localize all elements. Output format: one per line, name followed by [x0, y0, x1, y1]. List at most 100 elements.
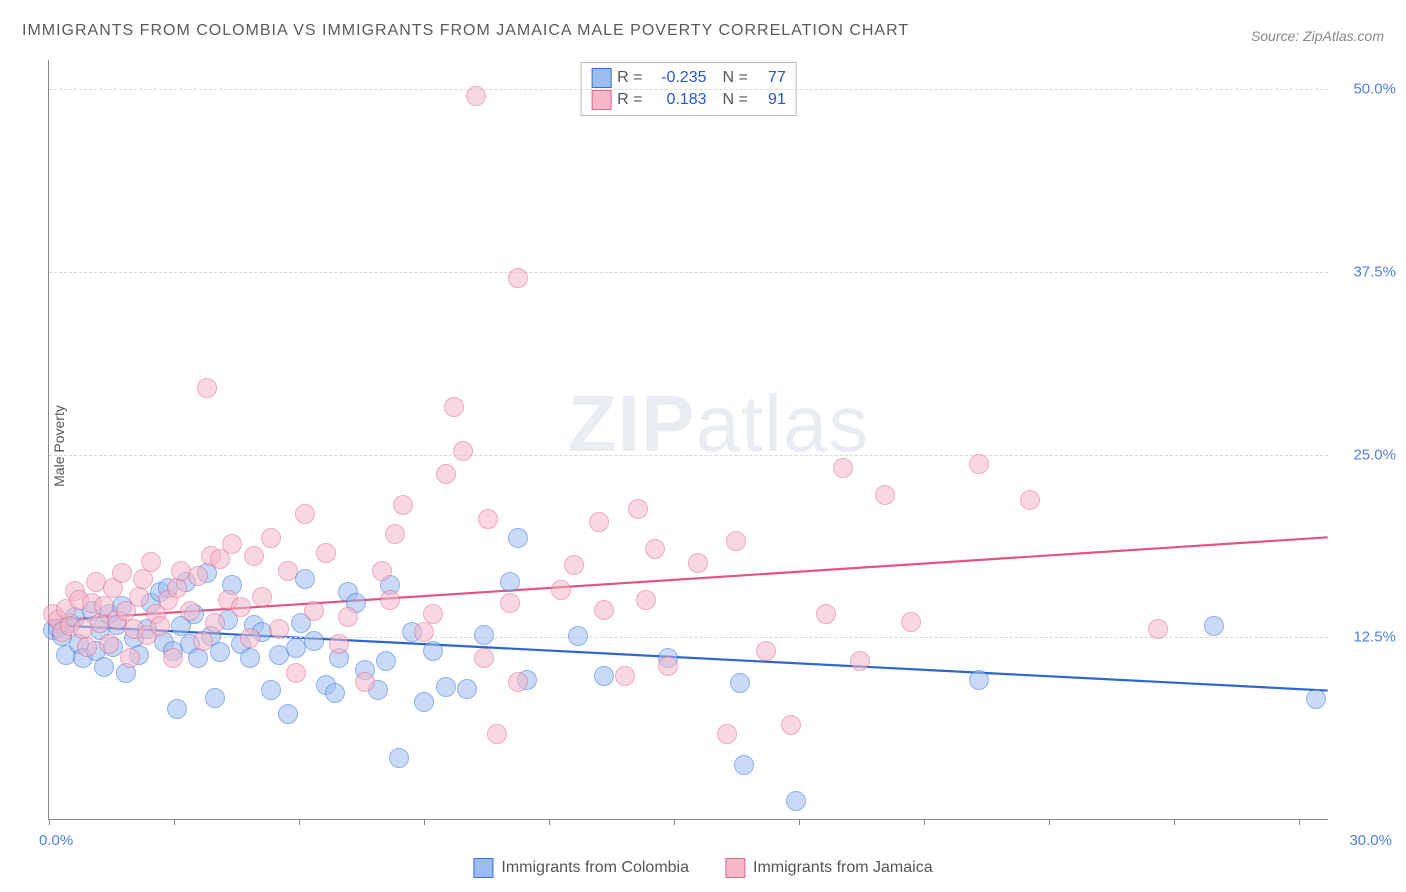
x-tick-mark [1049, 819, 1050, 825]
data-point [188, 566, 208, 586]
data-point [1306, 689, 1326, 709]
data-point [94, 657, 114, 677]
plot-area: ZIPatlas R =-0.235N =77R =0.183N =91 0.0… [48, 60, 1328, 820]
data-point [474, 625, 494, 645]
data-point [658, 656, 678, 676]
data-point [726, 531, 746, 551]
data-point [717, 724, 737, 744]
data-point [568, 626, 588, 646]
data-point [474, 648, 494, 668]
y-tick-label: 37.5% [1353, 263, 1396, 280]
data-point [193, 631, 213, 651]
data-point [1148, 619, 1168, 639]
data-point [645, 539, 665, 559]
data-point [188, 648, 208, 668]
data-point [816, 604, 836, 624]
data-point [551, 580, 571, 600]
legend-label: Immigrants from Colombia [501, 859, 689, 877]
data-point [423, 641, 443, 661]
x-tick-mark [299, 819, 300, 825]
x-tick-mark [799, 819, 800, 825]
data-point [688, 553, 708, 573]
data-point [730, 673, 750, 693]
data-point [393, 495, 413, 515]
data-point [120, 648, 140, 668]
data-point [205, 613, 225, 633]
data-point [786, 791, 806, 811]
stat-r-label: R = [617, 69, 642, 87]
data-point [197, 378, 217, 398]
data-point [316, 543, 336, 563]
data-point [141, 552, 161, 572]
data-point [240, 628, 260, 648]
data-point [376, 651, 396, 671]
data-point [508, 672, 528, 692]
stat-n-label: N = [723, 91, 748, 109]
data-point [180, 601, 200, 621]
stat-n-value: 91 [754, 91, 786, 109]
stat-r-value: 0.183 [649, 91, 707, 109]
legend-item: Immigrants from Jamaica [725, 858, 933, 878]
y-tick-label: 12.5% [1353, 629, 1396, 646]
data-point [436, 464, 456, 484]
stats-row: R =-0.235N =77 [591, 67, 786, 89]
data-point [261, 680, 281, 700]
data-point [99, 634, 119, 654]
data-point [222, 534, 242, 554]
x-tick-mark [1299, 819, 1300, 825]
data-point [969, 454, 989, 474]
data-point [850, 651, 870, 671]
data-point [167, 699, 187, 719]
data-point [205, 688, 225, 708]
stat-r-label: R = [617, 91, 642, 109]
data-point [500, 572, 520, 592]
data-point [261, 528, 281, 548]
data-point [901, 612, 921, 632]
data-point [487, 724, 507, 744]
source-attribution: Source: ZipAtlas.com [1251, 28, 1384, 44]
data-point [564, 555, 584, 575]
data-point [325, 683, 345, 703]
data-point [508, 528, 528, 548]
x-axis-max-label: 30.0% [1349, 832, 1392, 849]
data-point [414, 692, 434, 712]
gridline [49, 455, 1328, 456]
data-point [240, 648, 260, 668]
data-point [414, 622, 434, 642]
x-tick-mark [49, 819, 50, 825]
x-tick-mark [549, 819, 550, 825]
stat-r-value: -0.235 [649, 69, 707, 87]
gridline [49, 272, 1328, 273]
data-point [594, 600, 614, 620]
data-point [781, 715, 801, 735]
stat-n-value: 77 [754, 69, 786, 87]
trend-lines [49, 60, 1328, 819]
data-point [355, 672, 375, 692]
data-point [278, 704, 298, 724]
gridline [49, 89, 1328, 90]
legend: Immigrants from Colombia Immigrants from … [473, 858, 932, 878]
data-point [295, 569, 315, 589]
x-tick-mark [424, 819, 425, 825]
data-point [594, 666, 614, 686]
data-point [329, 634, 349, 654]
data-point [1020, 490, 1040, 510]
data-point [500, 593, 520, 613]
data-point [389, 748, 409, 768]
data-point [150, 616, 170, 636]
data-point [1204, 616, 1224, 636]
data-point [167, 578, 187, 598]
data-point [231, 597, 251, 617]
chart-title: IMMIGRANTS FROM COLOMBIA VS IMMIGRANTS F… [22, 22, 909, 40]
data-point [112, 563, 132, 583]
data-point [875, 485, 895, 505]
data-point [252, 587, 272, 607]
data-point [338, 607, 358, 627]
legend-swatch [473, 858, 493, 878]
data-point [210, 642, 230, 662]
data-point [615, 666, 635, 686]
data-point [734, 755, 754, 775]
data-point [589, 512, 609, 532]
legend-label: Immigrants from Jamaica [753, 859, 933, 877]
legend-item: Immigrants from Colombia [473, 858, 689, 878]
